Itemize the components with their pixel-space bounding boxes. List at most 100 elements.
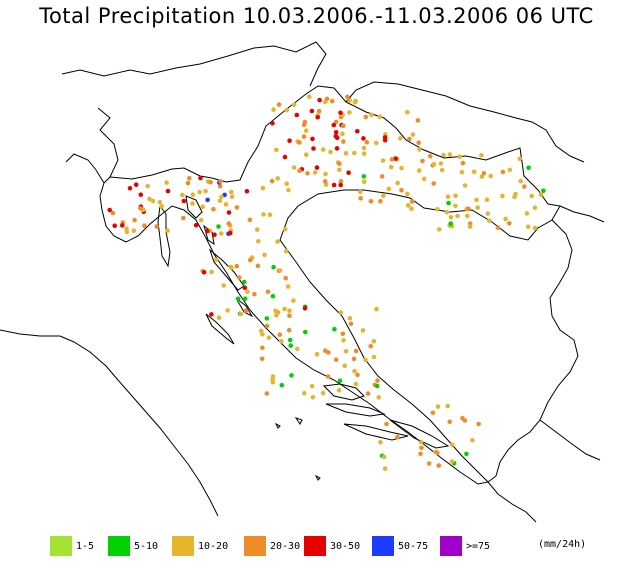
station-marker (235, 296, 241, 302)
station-marker (420, 158, 425, 164)
station-marker (353, 348, 359, 354)
station-marker (245, 289, 250, 295)
station-marker (371, 338, 377, 344)
station-marker (262, 252, 267, 258)
station-marker (315, 115, 321, 120)
legend-label: >=75 (466, 541, 491, 552)
station-marker (435, 450, 440, 456)
station-marker (234, 205, 240, 210)
station-marker (343, 349, 349, 354)
station-marker (485, 211, 491, 216)
station-marker (285, 284, 291, 289)
station-marker (260, 345, 265, 351)
station-marker (455, 213, 460, 219)
station-marker (127, 186, 133, 191)
legend-swatch (372, 536, 394, 556)
station-marker (242, 285, 248, 291)
station-marker (234, 263, 240, 269)
peljesac (389, 419, 450, 449)
station-marker (238, 311, 244, 317)
station-marker (282, 306, 287, 312)
slovenia-border (61, 41, 327, 87)
station-marker (107, 207, 112, 213)
station-marker (384, 421, 389, 427)
station-marker (374, 306, 379, 312)
station-marker (495, 225, 501, 230)
station-marker (309, 383, 315, 389)
station-marker (317, 97, 322, 103)
station-marker (181, 215, 186, 221)
station-marker (368, 343, 374, 349)
station-marker (164, 180, 169, 185)
station-marker (165, 188, 171, 194)
station-marker (226, 210, 232, 215)
station-marker (467, 224, 473, 229)
station-marker (538, 192, 544, 197)
station-marker (205, 228, 210, 234)
station-marker (369, 112, 374, 118)
station-marker (322, 99, 328, 105)
station-marker (133, 182, 139, 187)
station-marker (345, 94, 350, 100)
station-marker (334, 146, 340, 151)
station-marker (291, 298, 296, 303)
station-marker (418, 451, 423, 457)
station-marker (389, 157, 395, 162)
station-marker (198, 217, 204, 223)
station-marker (225, 308, 230, 313)
station-marker (219, 194, 224, 200)
station-marker (479, 174, 485, 179)
station-marker (276, 102, 282, 107)
station-marker (448, 221, 454, 226)
station-marker (464, 451, 469, 457)
station-marker (265, 289, 271, 295)
station-marker (275, 239, 280, 244)
station-marker (409, 199, 415, 204)
station-marker (337, 161, 342, 167)
station-marker (205, 197, 210, 203)
station-marker (311, 146, 316, 151)
station-marker (309, 108, 315, 114)
station-marker (421, 176, 427, 182)
station-marker (211, 206, 216, 212)
station-marker (190, 192, 196, 197)
station-marker (200, 204, 205, 210)
station-marker (181, 198, 187, 204)
station-marker (112, 223, 117, 228)
station-marker (328, 149, 333, 155)
station-marker (338, 179, 344, 184)
station-marker (180, 192, 185, 198)
station-marker (436, 463, 442, 468)
station-marker (283, 275, 289, 281)
station-marker (357, 189, 363, 195)
station-marker (439, 167, 445, 173)
station-marker (254, 227, 260, 232)
station-marker (336, 387, 342, 393)
station-marker (320, 390, 326, 396)
station-marker (338, 110, 343, 116)
station-marker (438, 161, 444, 166)
station-marker (484, 197, 490, 202)
legend-label: 50-75 (398, 541, 429, 552)
korcula-island (343, 423, 409, 441)
station-marker (261, 212, 266, 217)
station-marker (374, 140, 379, 146)
station-marker (260, 185, 266, 191)
station-marker (409, 206, 414, 212)
station-marker (457, 154, 463, 159)
station-marker (380, 158, 386, 163)
station-marker (416, 168, 422, 173)
station-marker (316, 108, 322, 114)
station-marker (165, 228, 170, 233)
station-marker (405, 203, 411, 208)
station-marker (302, 306, 308, 311)
station-marker (481, 171, 487, 176)
station-marker (479, 153, 484, 158)
station-marker (287, 313, 292, 319)
hvar-island (325, 403, 386, 417)
station-marker (426, 461, 432, 466)
station-marker (289, 373, 294, 378)
map-title: Total Precipitation 10.03.2006.-11.03.20… (39, 4, 594, 28)
station-marker (346, 170, 351, 175)
station-marker (348, 321, 354, 327)
